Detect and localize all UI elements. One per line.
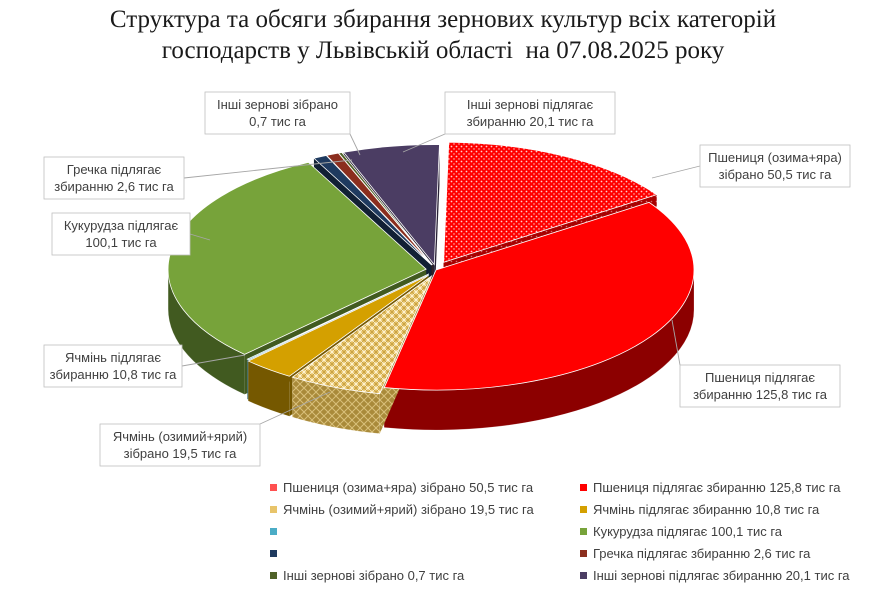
legend-label: Інші зернові зібрано 0,7 тис га <box>283 568 465 583</box>
chart-title: Структура та обсяги збирання зернових ку… <box>109 6 777 64</box>
legend-label: Гречка підлягає збиранню 2,6 тис га <box>593 546 811 561</box>
legend-item: Інші зернові зібрано 0,7 тис га <box>270 567 580 584</box>
legend-item: Пшениця підлягає збиранню 125,8 тис га <box>580 479 886 496</box>
legend-item: Ячмінь підлягає збиранню 10,8 тис га <box>580 501 886 518</box>
legend-item: Інші зернові підлягає збиранню 20,1 тис … <box>580 567 886 584</box>
legend-swatch <box>580 528 587 535</box>
callout-leader-line <box>189 233 211 241</box>
callout-box <box>699 144 851 188</box>
callout-box <box>43 156 185 200</box>
callout-leader-line <box>181 354 246 367</box>
data-label: збиранню 2,6 тис га <box>54 179 174 194</box>
data-label: Ячмінь (озимий+ярий) <box>113 429 247 444</box>
callout-box <box>204 91 351 135</box>
legend-swatch <box>270 528 277 535</box>
callout-leader-line <box>671 319 681 366</box>
data-label: Пшениця підлягає <box>705 370 815 385</box>
legend-item: Ячмінь (озимий+ярий) зібрано 19,5 тис га <box>270 501 580 518</box>
data-label: Кукурудза підлягає <box>64 218 179 233</box>
pie-slice <box>383 201 695 391</box>
legend-item: Кукурудза підлягає 100,1 тис га <box>580 523 886 540</box>
pie-slice <box>291 274 433 395</box>
legend-label: Пшениця (озима+яра) зібрано 50,5 тис га <box>283 480 534 495</box>
callout-box <box>679 364 841 408</box>
legend-item <box>270 523 580 540</box>
callout-box <box>444 91 616 135</box>
legend-swatch <box>270 550 277 557</box>
data-label: Інші зернові зібрано <box>217 97 338 112</box>
data-label: Ячмінь підлягає <box>65 350 161 365</box>
callout-leader-line <box>651 165 701 179</box>
data-label: Пшениця (озима+яра) <box>708 150 842 165</box>
legend-label: Кукурудза підлягає 100,1 тис га <box>593 524 783 539</box>
pie-slice-cut-face <box>434 144 440 305</box>
legend-label: Пшениця підлягає збиранню 125,8 тис га <box>593 480 841 495</box>
data-label: зібрано 19,5 тис га <box>124 446 237 461</box>
callout-box <box>99 423 261 467</box>
legend-swatch <box>580 572 587 579</box>
data-label: збиранню 125,8 тис га <box>693 387 828 402</box>
callout-box <box>43 344 183 388</box>
legend-swatch <box>580 550 587 557</box>
data-label: 100,1 тис га <box>85 235 157 250</box>
legend-swatch <box>580 506 587 513</box>
legend-swatch <box>270 506 277 513</box>
data-label: Гречка підлягає <box>67 162 162 177</box>
pie-slice <box>247 274 429 377</box>
pie-slice <box>246 273 430 361</box>
legend-item <box>270 545 580 562</box>
legend-swatch <box>270 484 277 491</box>
data-label: 0,7 тис га <box>249 114 306 129</box>
pie-slice <box>443 141 658 263</box>
pie-slice <box>337 152 433 266</box>
callout-leader-line <box>349 133 361 156</box>
chart-legend: Пшениця (озима+яра) зібрано 50,5 тис га П… <box>270 479 886 584</box>
callout-leader-line <box>259 391 331 425</box>
legend-item: Гречка підлягає збиранню 2,6 тис га <box>580 545 886 562</box>
legend-swatch <box>580 484 587 491</box>
data-label: збиранню 10,8 тис га <box>50 367 177 382</box>
data-label: зібрано 50,5 тис га <box>719 167 832 182</box>
legend-label: Інші зернові підлягає збиранню 20,1 тис … <box>593 568 850 583</box>
legend-swatch <box>270 572 277 579</box>
callout-leader-line <box>402 133 446 153</box>
pie-slice <box>313 155 432 266</box>
data-label: Інші зернові підлягає <box>467 97 594 112</box>
data-label: збиранню 20,1 тис га <box>467 114 594 129</box>
legend-label: Ячмінь (озимий+ярий) зібрано 19,5 тис га <box>283 502 534 517</box>
callout-leader-line <box>183 159 353 179</box>
legend-label: Ячмінь підлягає збиранню 10,8 тис га <box>593 502 820 517</box>
legend-item: Пшениця (озима+яра) зібрано 50,5 тис га <box>270 479 580 496</box>
pie-slice <box>342 144 440 266</box>
callout-box <box>51 212 191 256</box>
